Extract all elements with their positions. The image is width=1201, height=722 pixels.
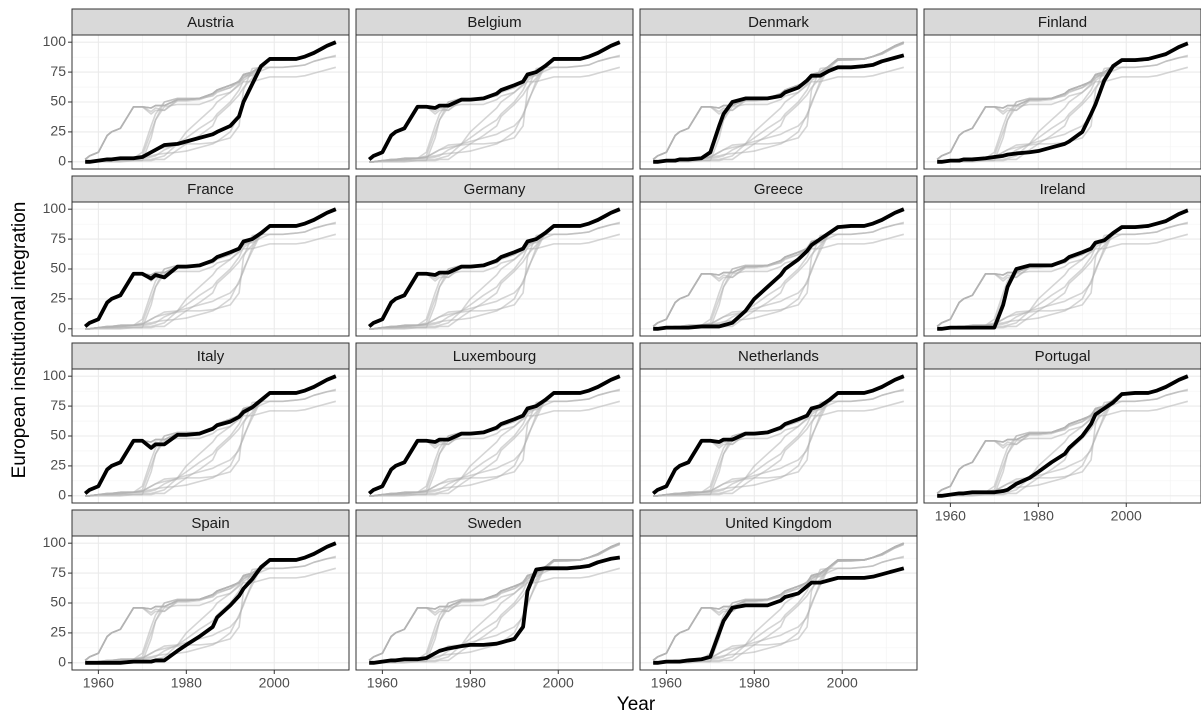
x-tick-label: 1980 bbox=[455, 675, 486, 691]
x-tick-label: 2000 bbox=[827, 675, 858, 691]
y-tick-label: 50 bbox=[50, 93, 66, 109]
other-country-line bbox=[85, 233, 337, 330]
y-tick-label: 25 bbox=[50, 290, 66, 306]
strip bbox=[923, 175, 1201, 203]
x-tick-label: 1960 bbox=[935, 508, 966, 524]
strip bbox=[71, 8, 350, 36]
panel-title: Italy bbox=[197, 348, 225, 365]
panel-title: France bbox=[187, 181, 234, 198]
x-axis-label: Year bbox=[617, 694, 656, 715]
strip bbox=[639, 509, 918, 537]
panel-title: Ireland bbox=[1040, 181, 1086, 198]
y-tick-label: 25 bbox=[50, 123, 66, 139]
panel-title: Spain bbox=[191, 515, 229, 532]
y-tick-label: 0 bbox=[58, 320, 66, 336]
y-tick-label: 75 bbox=[50, 564, 66, 580]
strip bbox=[355, 8, 634, 36]
y-tick-label: 100 bbox=[43, 367, 67, 383]
country-line bbox=[937, 208, 1189, 331]
strip bbox=[639, 342, 918, 370]
panel-title: United Kingdom bbox=[725, 515, 832, 532]
x-tick-label: 1980 bbox=[171, 675, 202, 691]
country-line bbox=[369, 555, 621, 665]
y-tick-label: 75 bbox=[50, 63, 66, 79]
country-line bbox=[937, 374, 1189, 498]
panel-title: Germany bbox=[464, 181, 526, 198]
country-line bbox=[85, 40, 337, 164]
y-tick-label: 50 bbox=[50, 260, 66, 276]
panel-title: Greece bbox=[754, 181, 803, 198]
y-tick-label: 50 bbox=[50, 427, 66, 443]
other-country-line bbox=[369, 389, 620, 497]
y-tick-label: 75 bbox=[50, 230, 66, 246]
y-axis-label: European institutional integration bbox=[9, 202, 30, 479]
strip bbox=[639, 8, 918, 36]
other-country-line bbox=[85, 556, 336, 664]
other-country-line bbox=[369, 542, 621, 664]
strip bbox=[923, 8, 1201, 36]
strip bbox=[639, 175, 918, 203]
y-tick-label: 25 bbox=[50, 457, 66, 473]
y-tick-label: 100 bbox=[43, 534, 67, 550]
country-line bbox=[367, 374, 621, 495]
country-line bbox=[653, 53, 905, 164]
panel-title: Portugal bbox=[1035, 348, 1091, 365]
panel-title: Austria bbox=[187, 14, 234, 31]
strip bbox=[71, 175, 350, 203]
country-line bbox=[651, 374, 905, 495]
other-country-line bbox=[369, 222, 620, 330]
y-tick-label: 100 bbox=[43, 33, 67, 49]
y-tick-label: 0 bbox=[58, 654, 66, 670]
country-line bbox=[367, 207, 621, 328]
strip bbox=[71, 342, 350, 370]
country-line bbox=[85, 541, 337, 665]
y-tick-label: 50 bbox=[50, 594, 66, 610]
panel-title: Sweden bbox=[467, 515, 521, 532]
strip bbox=[355, 175, 634, 203]
panel-title: Belgium bbox=[467, 14, 521, 31]
country-line bbox=[83, 207, 337, 328]
other-country-line bbox=[937, 222, 1188, 330]
y-tick-label: 75 bbox=[50, 397, 66, 413]
x-tick-label: 1980 bbox=[1023, 508, 1054, 524]
other-country-line bbox=[369, 55, 620, 163]
panel-title: Luxembourg bbox=[453, 348, 536, 365]
other-country-line bbox=[85, 389, 336, 497]
panel-title: Denmark bbox=[748, 14, 809, 31]
x-tick-label: 1960 bbox=[651, 675, 682, 691]
other-country-line bbox=[653, 222, 904, 330]
x-tick-label: 2000 bbox=[1111, 508, 1142, 524]
country-line bbox=[653, 566, 905, 665]
x-tick-label: 2000 bbox=[543, 675, 574, 691]
x-tick-label: 1960 bbox=[83, 675, 114, 691]
other-country-line bbox=[653, 41, 905, 163]
strip bbox=[355, 342, 634, 370]
y-tick-label: 0 bbox=[58, 153, 66, 169]
country-line bbox=[653, 207, 905, 331]
other-country-line bbox=[85, 400, 337, 497]
strip bbox=[71, 509, 350, 537]
other-country-line bbox=[369, 400, 621, 497]
country-line bbox=[83, 374, 337, 495]
other-country-line bbox=[85, 222, 336, 330]
other-country-line bbox=[85, 567, 337, 664]
other-country-line bbox=[653, 400, 905, 497]
x-tick-label: 1980 bbox=[739, 675, 770, 691]
x-tick-label: 2000 bbox=[259, 675, 290, 691]
y-tick-label: 100 bbox=[43, 200, 67, 216]
country-line bbox=[937, 41, 1189, 164]
other-country-line bbox=[369, 66, 621, 163]
y-tick-label: 25 bbox=[50, 624, 66, 640]
y-tick-label: 0 bbox=[58, 487, 66, 503]
other-country-line bbox=[369, 233, 621, 330]
other-country-line bbox=[653, 389, 904, 497]
strip bbox=[923, 342, 1201, 370]
panel-title: Netherlands bbox=[738, 348, 819, 365]
x-tick-label: 1960 bbox=[367, 675, 398, 691]
other-country-line bbox=[653, 542, 905, 664]
country-line bbox=[367, 40, 621, 161]
panel-title: Finland bbox=[1038, 14, 1087, 31]
strip bbox=[355, 509, 634, 537]
